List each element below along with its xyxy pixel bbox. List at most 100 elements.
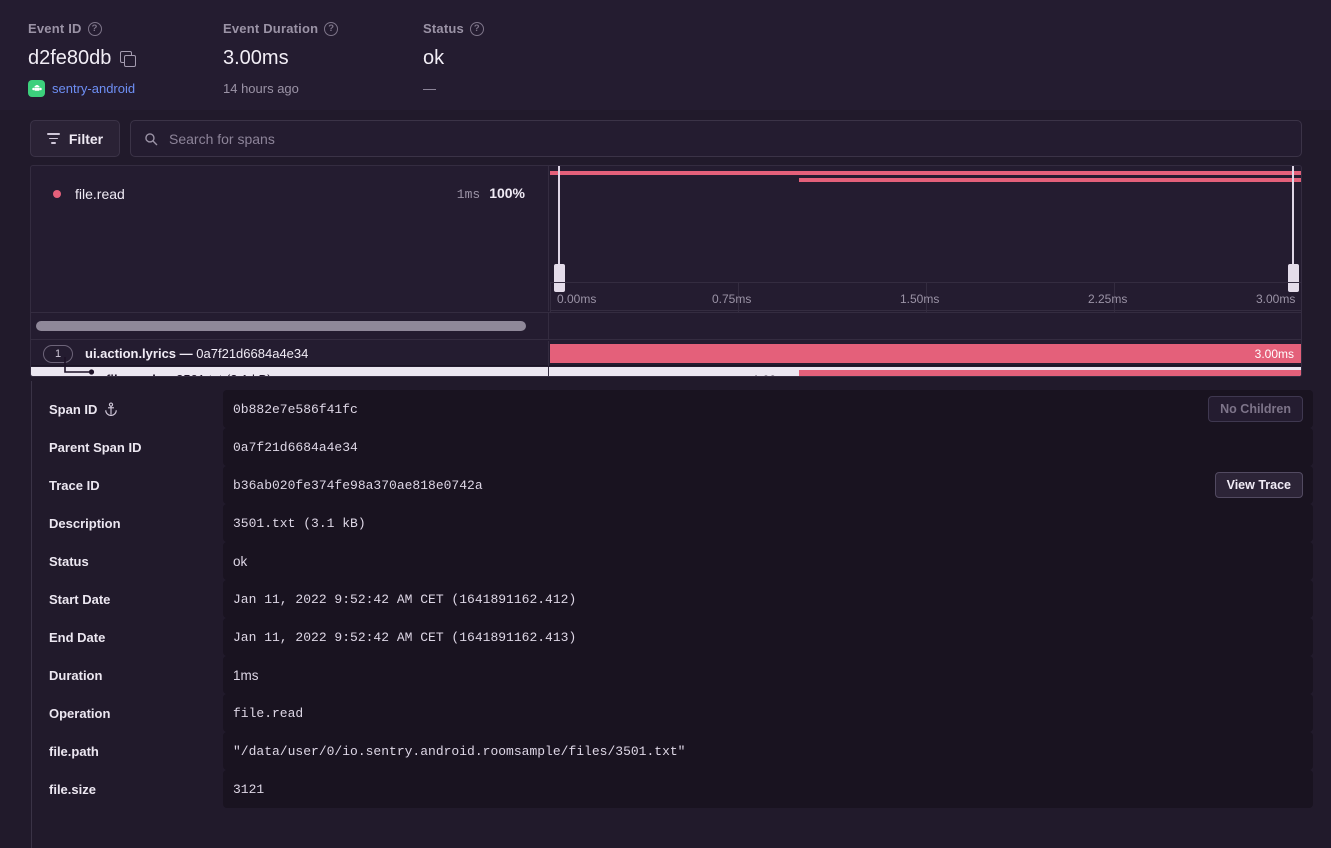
axis-tick-label: 3.00ms bbox=[1256, 292, 1296, 306]
span-bar-label: 1.00ms bbox=[724, 370, 792, 377]
filter-button[interactable]: Filter bbox=[30, 120, 120, 157]
detail-value: ok bbox=[233, 553, 248, 569]
span-list-scroll-row bbox=[31, 312, 1301, 340]
help-icon[interactable]: ? bbox=[87, 21, 102, 36]
event-id-value: d2fe80db bbox=[28, 46, 112, 69]
detail-row-file-path: file.path "/data/user/0/io.sentry.androi… bbox=[32, 732, 1331, 770]
horizontal-scrollbar-thumb[interactable] bbox=[36, 321, 526, 331]
axis-tick-label: 1.50ms bbox=[900, 292, 940, 306]
detail-key: file.path bbox=[32, 732, 223, 770]
operation-metrics: 1ms 100% bbox=[457, 185, 525, 202]
detail-key: End Date bbox=[32, 618, 223, 656]
child-count-badge[interactable]: 1 bbox=[43, 344, 73, 363]
detail-value-cell: b36ab020fe374fe98a370ae818e0742a View Tr… bbox=[223, 466, 1313, 504]
span-row[interactable]: 1 ui.action.lyrics — 0a7f21d6684a4e34 3.… bbox=[31, 341, 1301, 366]
help-icon[interactable]: ? bbox=[469, 21, 484, 36]
event-timestamp: 14 hours ago bbox=[223, 80, 299, 96]
meta-field-event-duration: Event Duration ? 3.00ms 14 hours ago bbox=[223, 20, 423, 110]
span-detail: 3501.txt (3.1 kB) bbox=[176, 372, 271, 376]
detail-button-area: No Children bbox=[1208, 396, 1303, 422]
detail-row-trace-id: Trace ID b36ab020fe374fe98a370ae818e0742… bbox=[32, 466, 1331, 504]
detail-value-cell: Jan 11, 2022 9:52:42 AM CET (1641891162.… bbox=[223, 580, 1313, 618]
span-detail: 0a7f21d6684a4e34 bbox=[196, 346, 309, 361]
detail-value: 3501.txt (3.1 kB) bbox=[233, 515, 366, 531]
detail-value-cell: 1ms bbox=[223, 656, 1313, 694]
span-operation: ui.action.lyrics bbox=[85, 346, 177, 361]
detail-row-span-id: Span ID 0b882e7e586f41fc No Children bbox=[32, 390, 1331, 428]
span-row-title: ui.action.lyrics — 0a7f21d6684a4e34 bbox=[85, 346, 308, 361]
minimap-root-bar bbox=[550, 171, 1301, 175]
detail-row-start-date: Start Date Jan 11, 2022 9:52:42 AM CET (… bbox=[32, 580, 1331, 618]
copy-icon[interactable] bbox=[120, 50, 137, 67]
search-span-box[interactable] bbox=[130, 120, 1302, 157]
detail-key: Duration bbox=[32, 656, 223, 694]
project-row: sentry-android bbox=[28, 79, 223, 97]
detail-value: 1ms bbox=[233, 667, 259, 683]
axis-tick-label: 0.75ms bbox=[712, 292, 752, 306]
root-operation-summary: file.read 1ms 100% bbox=[31, 166, 549, 221]
detail-key: Status bbox=[32, 542, 223, 580]
event-duration-value: 3.00ms bbox=[223, 46, 289, 69]
axis-tick-label: 0.00ms bbox=[557, 292, 597, 306]
span-row-title: file.read — 3501.txt (3.1 kB) bbox=[106, 372, 272, 376]
detail-key: Trace ID bbox=[32, 466, 223, 504]
detail-button-area: View Trace bbox=[1214, 472, 1303, 498]
event-duration-label: Event Duration ? bbox=[223, 20, 423, 37]
detail-key: Start Date bbox=[32, 580, 223, 618]
span-duration-bar[interactable]: 3.00ms bbox=[550, 344, 1301, 363]
span-row-label-cell[interactable]: file.read — 3501.txt (3.1 kB) bbox=[31, 357, 549, 376]
minimap-left-edge-line bbox=[558, 166, 560, 282]
span-toolbar: Filter bbox=[30, 120, 1302, 157]
operation-duration: 1ms bbox=[456, 187, 481, 202]
detail-value: b36ab020fe374fe98a370ae818e0742a bbox=[233, 477, 483, 493]
axis-tick-label: 2.25ms bbox=[1088, 292, 1128, 306]
detail-key-text: Start Date bbox=[49, 591, 111, 607]
help-icon[interactable]: ? bbox=[324, 21, 339, 36]
event-id-value-group: d2fe80db bbox=[28, 46, 223, 70]
minimap-graph[interactable] bbox=[550, 166, 1301, 311]
detail-key-text: Status bbox=[49, 553, 89, 569]
detail-value-cell: file.read bbox=[223, 694, 1313, 732]
detail-value-cell: 0a7f21d6684a4e34 bbox=[223, 428, 1313, 466]
project-link[interactable]: sentry-android bbox=[52, 80, 136, 96]
span-duration-bar[interactable] bbox=[799, 370, 1301, 376]
detail-key-text: End Date bbox=[49, 629, 106, 645]
detail-key-text: Span ID bbox=[49, 401, 98, 417]
detail-row-parent-span-id: Parent Span ID 0a7f21d6684a4e34 bbox=[32, 428, 1331, 466]
detail-key: Span ID bbox=[32, 390, 223, 428]
android-icon bbox=[28, 79, 45, 97]
anchor-icon[interactable] bbox=[104, 402, 118, 416]
axis-tick-3: 2.25ms bbox=[1088, 283, 1127, 312]
detail-value: "/data/user/0/io.sentry.android.roomsamp… bbox=[233, 743, 686, 759]
minimap-left-header: file.read 1ms 100% bbox=[31, 166, 549, 311]
span-row-label-cell[interactable]: 1 ui.action.lyrics — 0a7f21d6684a4e34 bbox=[31, 341, 549, 366]
minimap-right-drag-handle[interactable] bbox=[1288, 264, 1299, 292]
detail-key: Description bbox=[32, 504, 223, 542]
status-sub: — bbox=[423, 80, 436, 96]
detail-row-file-size: file.size 3121 bbox=[32, 770, 1331, 808]
detail-key-text: Description bbox=[49, 515, 121, 531]
search-icon bbox=[144, 132, 158, 146]
detail-value: file.read bbox=[233, 705, 304, 721]
detail-value: Jan 11, 2022 9:52:42 AM CET (1641891162.… bbox=[233, 629, 577, 645]
event-id-label-text: Event ID bbox=[28, 21, 82, 36]
event-meta-header: Event ID ? d2fe80db sentry-android Event… bbox=[0, 0, 1331, 110]
tree-connector-icon bbox=[61, 357, 101, 376]
span-row-bar-cell[interactable]: 1.00ms bbox=[550, 367, 1301, 377]
detail-row-status: Status ok bbox=[32, 542, 1331, 580]
filter-icon bbox=[46, 133, 60, 144]
scrollbar-track[interactable] bbox=[31, 313, 549, 339]
no-children-button: No Children bbox=[1208, 396, 1303, 422]
event-duration-label-text: Event Duration bbox=[223, 21, 319, 36]
detail-key: file.size bbox=[32, 770, 223, 808]
filter-button-label: Filter bbox=[68, 130, 104, 147]
detail-value: 3121 bbox=[233, 781, 265, 797]
detail-row-description: Description 3501.txt (3.1 kB) bbox=[32, 504, 1331, 542]
detail-value-cell: "/data/user/0/io.sentry.android.roomsamp… bbox=[223, 732, 1313, 770]
span-row[interactable]: file.read — 3501.txt (3.1 kB) 1.00ms bbox=[31, 357, 1301, 377]
span-row-bar-cell[interactable]: 3.00ms bbox=[550, 341, 1301, 366]
search-input[interactable] bbox=[169, 130, 1288, 147]
detail-key: Parent Span ID bbox=[32, 428, 223, 466]
view-trace-button[interactable]: View Trace bbox=[1214, 472, 1303, 498]
minimap-left-drag-handle[interactable] bbox=[554, 264, 565, 292]
